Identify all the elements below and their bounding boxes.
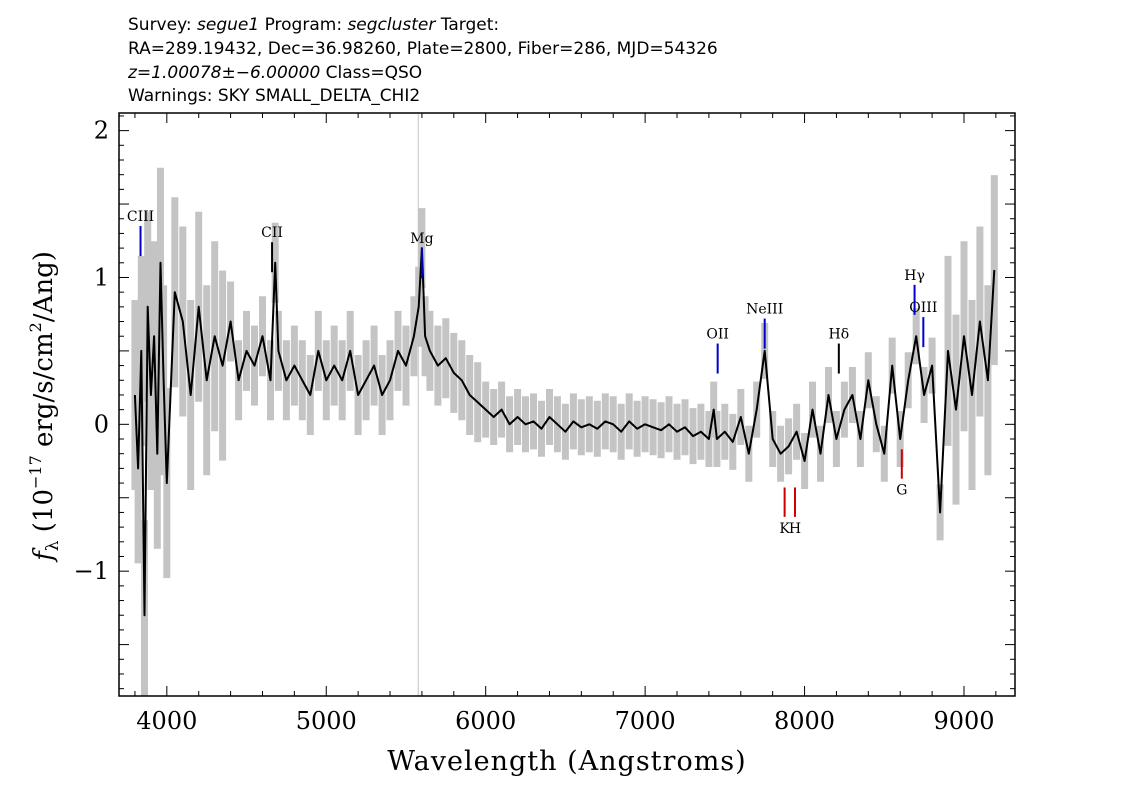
x-tick-label: 4000 xyxy=(136,707,197,735)
x-tick-label: 9000 xyxy=(933,707,994,735)
line-label-H: H xyxy=(789,521,801,537)
x-axis-label: Wavelength (Angstroms) xyxy=(387,746,746,777)
chart-header: Survey: segue1 Program: segcluster Targe… xyxy=(127,15,718,106)
x-tick-label: 6000 xyxy=(455,707,516,735)
header-line-survey: Survey: segue1 Program: segcluster Targe… xyxy=(128,15,499,35)
x-tick-label: 8000 xyxy=(774,707,835,735)
x-tick-label: 5000 xyxy=(296,707,357,735)
line-label-CIII: CIII xyxy=(127,209,154,225)
plot-area: 4000 5000 6000 7000 8000 9000 −1 0 1 2 CIII CII Mg OI… xyxy=(74,112,1016,735)
y-tick-label: 2 xyxy=(94,117,109,145)
header-line-coordinates: RA=289.19432, Dec=36.98260, Plate=2800, … xyxy=(128,39,718,59)
error-band xyxy=(131,167,998,696)
flux-series-line xyxy=(133,247,996,617)
line-label-Hγ: Hγ xyxy=(904,268,925,284)
line-label-OIII: OIII xyxy=(909,300,937,316)
line-label-G: G xyxy=(896,483,907,499)
y-tick-label: −1 xyxy=(74,557,109,585)
y-tick-label: 0 xyxy=(94,410,109,438)
line-label-K: K xyxy=(779,521,790,537)
line-label-NeIII: NeIII xyxy=(746,302,783,318)
line-label-OII: OII xyxy=(706,327,729,343)
x-tick-label: 7000 xyxy=(615,707,676,735)
header-line-redshift: z=1.00078±−6.00000 Class=QSO xyxy=(127,63,422,83)
line-label-Mg: Mg xyxy=(410,231,433,247)
header-line-warnings: Warnings: SKY SMALL_DELTA_CHI2 xyxy=(128,86,420,106)
line-label-Hδ: Hδ xyxy=(829,327,850,343)
y-axis-label: fλ (10−17 erg/s/cm2/Ang) xyxy=(26,251,63,563)
line-label-CII: CII xyxy=(261,225,283,241)
plot-frame xyxy=(118,112,1016,697)
y-tick-label: 1 xyxy=(94,263,109,291)
